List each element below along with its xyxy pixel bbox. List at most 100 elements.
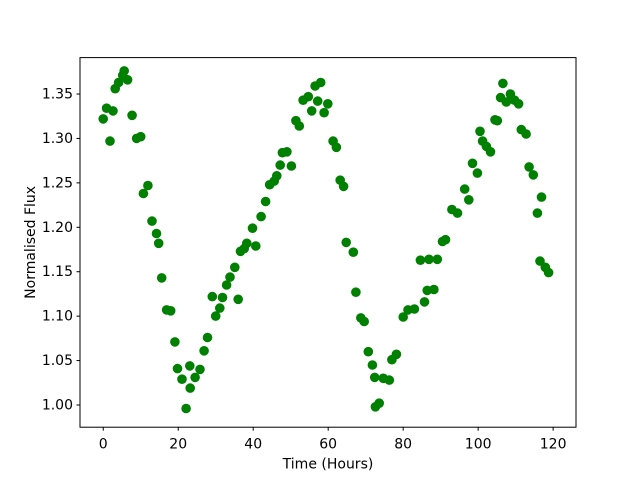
data-point [202, 332, 213, 343]
data-point [524, 162, 534, 172]
data-point [108, 106, 118, 116]
data-point [501, 97, 512, 107]
data-point [275, 160, 286, 170]
y-tick-label: 1.05 [42, 353, 73, 369]
data-point [419, 297, 430, 307]
data-point [415, 255, 426, 265]
data-point [315, 77, 326, 88]
data-point [464, 195, 474, 205]
data-point [98, 114, 108, 124]
data-point [199, 346, 209, 356]
data-point [195, 364, 205, 375]
data-point [492, 115, 503, 126]
data-point [156, 273, 167, 283]
data-point [338, 181, 349, 192]
data-point [459, 184, 470, 194]
data-point [543, 267, 554, 278]
data-point [424, 254, 434, 265]
x-tick-label: 20 [169, 437, 187, 453]
data-point [467, 158, 478, 169]
data-point [513, 99, 524, 109]
data-point [210, 311, 221, 321]
data-point [351, 287, 361, 298]
data-point [247, 223, 258, 233]
y-axis-label: Normalised Flux [23, 186, 39, 299]
x-tick-label: 60 [319, 437, 337, 453]
data-point [113, 77, 124, 88]
data-point [498, 78, 508, 89]
data-point [122, 75, 133, 85]
data-point [177, 374, 187, 385]
data-point [215, 303, 225, 313]
data-point [341, 237, 352, 248]
scatter-points [98, 66, 554, 414]
data-point [127, 110, 137, 121]
x-axis-tick-labels: 0 20 40 60 80 100 120 [99, 437, 567, 453]
data-point [181, 403, 191, 414]
data-point [369, 372, 380, 383]
x-tick-label: 100 [465, 437, 492, 453]
y-tick-label: 1.00 [42, 397, 73, 413]
data-point [432, 254, 443, 265]
data-point [119, 66, 129, 76]
data-point [331, 142, 342, 153]
data-point [282, 147, 292, 157]
data-point [398, 312, 409, 322]
data-point [185, 361, 195, 371]
data-point [429, 284, 439, 295]
y-tick-label: 1.35 [42, 87, 73, 103]
data-point [256, 211, 266, 222]
data-point [172, 363, 183, 374]
data-point [138, 188, 149, 199]
y-tick-label: 1.25 [42, 175, 73, 191]
data-point [217, 292, 228, 303]
data-point [391, 349, 402, 360]
data-point [233, 294, 243, 305]
data-point [348, 247, 359, 257]
data-point [221, 280, 232, 290]
y-tick-label: 1.20 [42, 220, 73, 236]
data-point [306, 106, 317, 116]
data-point [367, 360, 378, 370]
y-axis-ticks [76, 93, 80, 406]
data-point [190, 372, 200, 383]
data-point [452, 208, 463, 218]
data-point [294, 121, 305, 131]
data-point [536, 192, 547, 202]
data-point [303, 91, 314, 102]
data-point [207, 291, 218, 302]
data-point [472, 168, 483, 178]
data-point [147, 216, 157, 226]
data-point [170, 337, 180, 347]
data-point [260, 196, 271, 207]
data-point [286, 161, 297, 171]
data-point [312, 96, 323, 106]
x-axis-label: Time (Hours) [282, 457, 374, 473]
x-axis-ticks [102, 427, 554, 431]
data-point [143, 180, 153, 191]
data-point [230, 262, 240, 273]
data-point [319, 107, 329, 118]
y-tick-label: 1.30 [42, 131, 73, 147]
y-tick-label: 1.10 [42, 309, 73, 325]
data-point [384, 375, 395, 385]
data-point [485, 147, 496, 157]
x-tick-label: 0 [99, 437, 108, 453]
data-point [521, 129, 531, 139]
y-tick-label: 1.15 [42, 264, 73, 280]
data-point [272, 171, 282, 181]
x-tick-label: 120 [540, 437, 567, 453]
data-point [359, 316, 370, 327]
y-axis-tick-labels: 1.00 1.05 1.10 1.15 1.20 1.25 1.30 1.35 [42, 87, 73, 414]
data-point [185, 383, 195, 393]
data-point [528, 170, 539, 180]
data-point [105, 136, 115, 146]
data-point [440, 234, 451, 245]
data-point [151, 228, 162, 239]
data-point [363, 346, 374, 357]
data-point [374, 398, 385, 409]
data-point [323, 99, 333, 109]
data-point [475, 126, 485, 137]
